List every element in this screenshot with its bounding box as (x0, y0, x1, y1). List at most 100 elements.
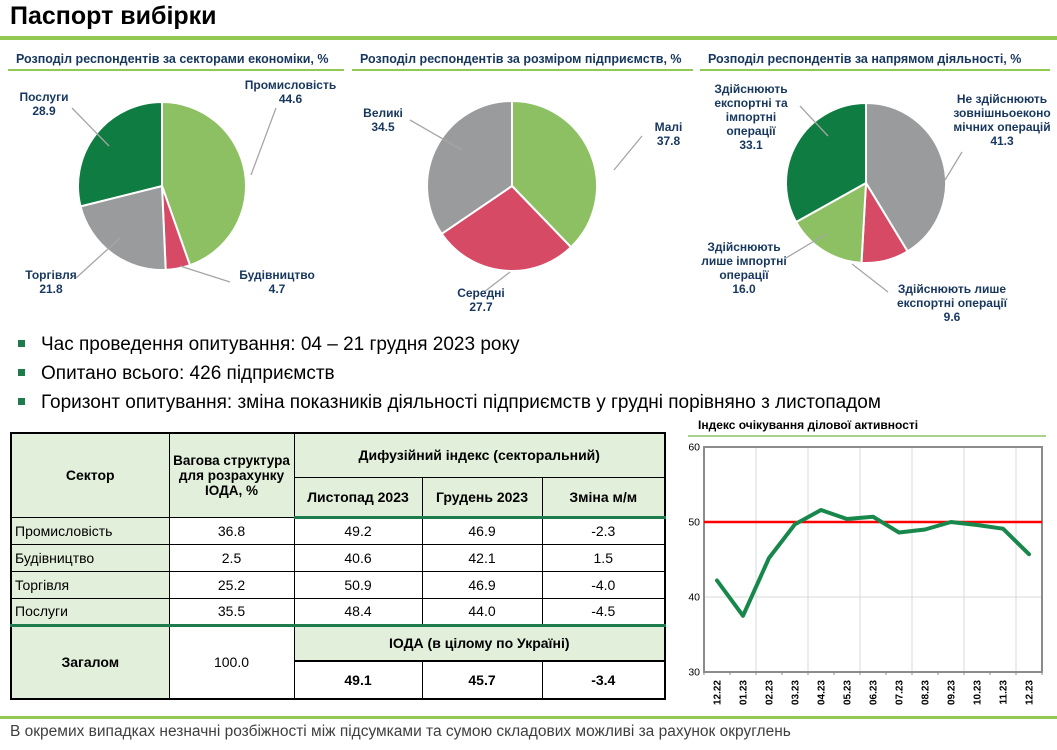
leader-line (851, 263, 889, 293)
pie-slice (795, 182, 867, 264)
slice-label: Промисловість (244, 78, 337, 92)
cell-sector: Будівництво (10, 543, 170, 572)
pie-slice (79, 185, 167, 271)
pie-slice (426, 100, 513, 235)
table-row: Торгівля 25.2 50.9 46.9 -4.0 (10, 570, 666, 599)
slice-value: 33.1 (739, 138, 763, 152)
pie-label-mali: Малі 37.8 (640, 120, 697, 148)
slice-label: Великі (363, 106, 403, 120)
pie-size-title: Розподіл респондентів за розміром підпри… (352, 50, 693, 71)
pie-panel-size: Розподіл респондентів за розміром підпри… (352, 50, 697, 334)
pie-label-export-import: Здійснюють експортні та імпортні операці… (700, 82, 802, 152)
slice-label: Середні (457, 286, 505, 300)
pie-slice (161, 101, 247, 267)
col-header-sector: Сектор (10, 432, 170, 518)
slice-value: 21.8 (39, 282, 63, 296)
leader-line (179, 265, 231, 283)
slice-value: 44.6 (278, 92, 303, 106)
slice-value: 27.7 (469, 300, 493, 314)
leader-line (75, 237, 121, 279)
cell-november: 40.6 (293, 543, 423, 572)
line-chart-panel: Індекс очікування ділової активності 60 5… (688, 416, 1057, 716)
x-tick-label: 10.23 (973, 680, 984, 705)
cell-december: 46.9 (421, 570, 543, 599)
bullet-square-icon (18, 369, 25, 377)
cell-ioda-december: 45.7 (421, 660, 543, 700)
slice-label: Здійснюють лише експортні операції (896, 282, 1008, 310)
cell-weight: 35.5 (168, 597, 295, 626)
bullet-item: Час проведення опитування: 04 – 21 грудн… (12, 330, 881, 359)
bullet-item: Горизонт опитування: зміна показників ді… (12, 388, 881, 417)
bullet-text: Час проведення опитування: 04 – 21 грудн… (41, 334, 520, 355)
x-tick-label: 07.23 (895, 680, 906, 705)
x-tick-label: 02.23 (765, 680, 776, 705)
table-row: Послуги 35.5 48.4 44.0 -4.5 (10, 597, 666, 626)
cell-change: 1.5 (541, 543, 666, 572)
pie-label-import-only: Здійснюють лише імпортні операції 16.0 (700, 240, 788, 296)
slice-label: Малі (654, 120, 683, 134)
bullet-list: Час проведення опитування: 04 – 21 грудн… (12, 330, 881, 417)
sector-index-table: Сектор Вагова структура для розрахунку І… (10, 432, 666, 700)
slice-value: 41.3 (990, 134, 1014, 148)
slice-label: Будівництво (239, 268, 315, 282)
leader-line (799, 105, 829, 137)
pie-label-seredni: Середні 27.7 (440, 286, 522, 314)
cell-total-weight: 100.0 (168, 623, 295, 700)
pie-slice (785, 102, 867, 223)
y-tick-label: 40 (688, 592, 700, 604)
pie-panel-sectors: Розподіл респондентів за секторами еконо… (8, 50, 348, 334)
total-row: Загалом 100.0 ІОДА (в цілому по Україні) (10, 623, 666, 700)
x-tick-label: 01.23 (739, 680, 750, 705)
bullet-square-icon (18, 340, 25, 348)
x-tick-label: 05.23 (843, 680, 854, 705)
leader-line (250, 107, 277, 176)
x-tick-label: 08.23 (921, 680, 932, 705)
leader-lines (785, 105, 963, 293)
x-tick-label: 12.23 (1025, 680, 1036, 705)
cell-november: 48.4 (293, 597, 423, 626)
bullet-text: Опитано всього: 426 підприємств (41, 363, 335, 384)
group-header-diffusion: Дифузійний індекс (секторальний) (293, 432, 666, 478)
ioda-header: ІОДА (в цілому по Україні) (293, 623, 666, 662)
pie-slice (440, 185, 572, 272)
cell-weight: 36.8 (168, 516, 295, 545)
slice-value: 4.7 (268, 282, 286, 296)
pie-activity-title: Розподіл респондентів за напрямом діяльн… (700, 50, 1050, 71)
cell-december: 46.9 (421, 516, 543, 545)
cell-december: 44.0 (421, 597, 543, 626)
y-tick-label: 30 (688, 667, 700, 679)
col-header-december: Грудень 2023 (421, 476, 543, 519)
title-underline (0, 36, 1057, 40)
footer-rule (0, 716, 1057, 719)
pie-sectors-title: Розподіл респондентів за секторами еконо… (8, 50, 344, 71)
pie-label-budivnytstvo: Будівництво 4.7 (223, 268, 331, 296)
pie-chart-size (426, 100, 598, 272)
y-tick-label: 60 (688, 442, 700, 454)
leader-line (71, 107, 110, 147)
bullet-text: Горизонт опитування: зміна показників ді… (41, 392, 881, 413)
total-values-row: 49.1 45.7 -3.4 (11, 660, 666, 700)
pie-slice (511, 100, 598, 249)
cell-sector: Промисловість (10, 516, 170, 545)
line-chart: 60 50 40 30 12.22 01.23 02.23 03.23 04.23 05.23 06… (688, 442, 1043, 705)
cell-weight: 2.5 (168, 543, 295, 572)
cell-weight: 25.2 (168, 570, 295, 599)
slice-label: Здійснюють лише імпортні операції (701, 240, 787, 282)
plot-border (703, 446, 1043, 673)
index-line (715, 508, 1031, 618)
col-header-weight: Вагова структура для розрахунку ІОДА, % (168, 432, 295, 518)
slice-label: Не здійснюють зовнішньоеконо мічних опер… (953, 92, 1051, 134)
cell-november: 50.9 (293, 570, 423, 599)
footer-note: В окремих випадках незначні розбіжності … (10, 723, 791, 740)
leader-lines (71, 107, 277, 283)
cell-change: -4.5 (541, 597, 666, 626)
leader-line (944, 151, 963, 181)
slice-label: Послуги (19, 90, 69, 104)
cell-november: 49.2 (293, 516, 423, 545)
pie-label-no-foreign: Не здійснюють зовнішньоеконо мічних опер… (950, 92, 1054, 148)
cell-total-label: Загалом (10, 623, 170, 700)
leader-line (409, 119, 463, 151)
x-tick-label: 04.23 (817, 680, 828, 705)
bullet-item: Опитано всього: 426 підприємств (12, 359, 881, 388)
